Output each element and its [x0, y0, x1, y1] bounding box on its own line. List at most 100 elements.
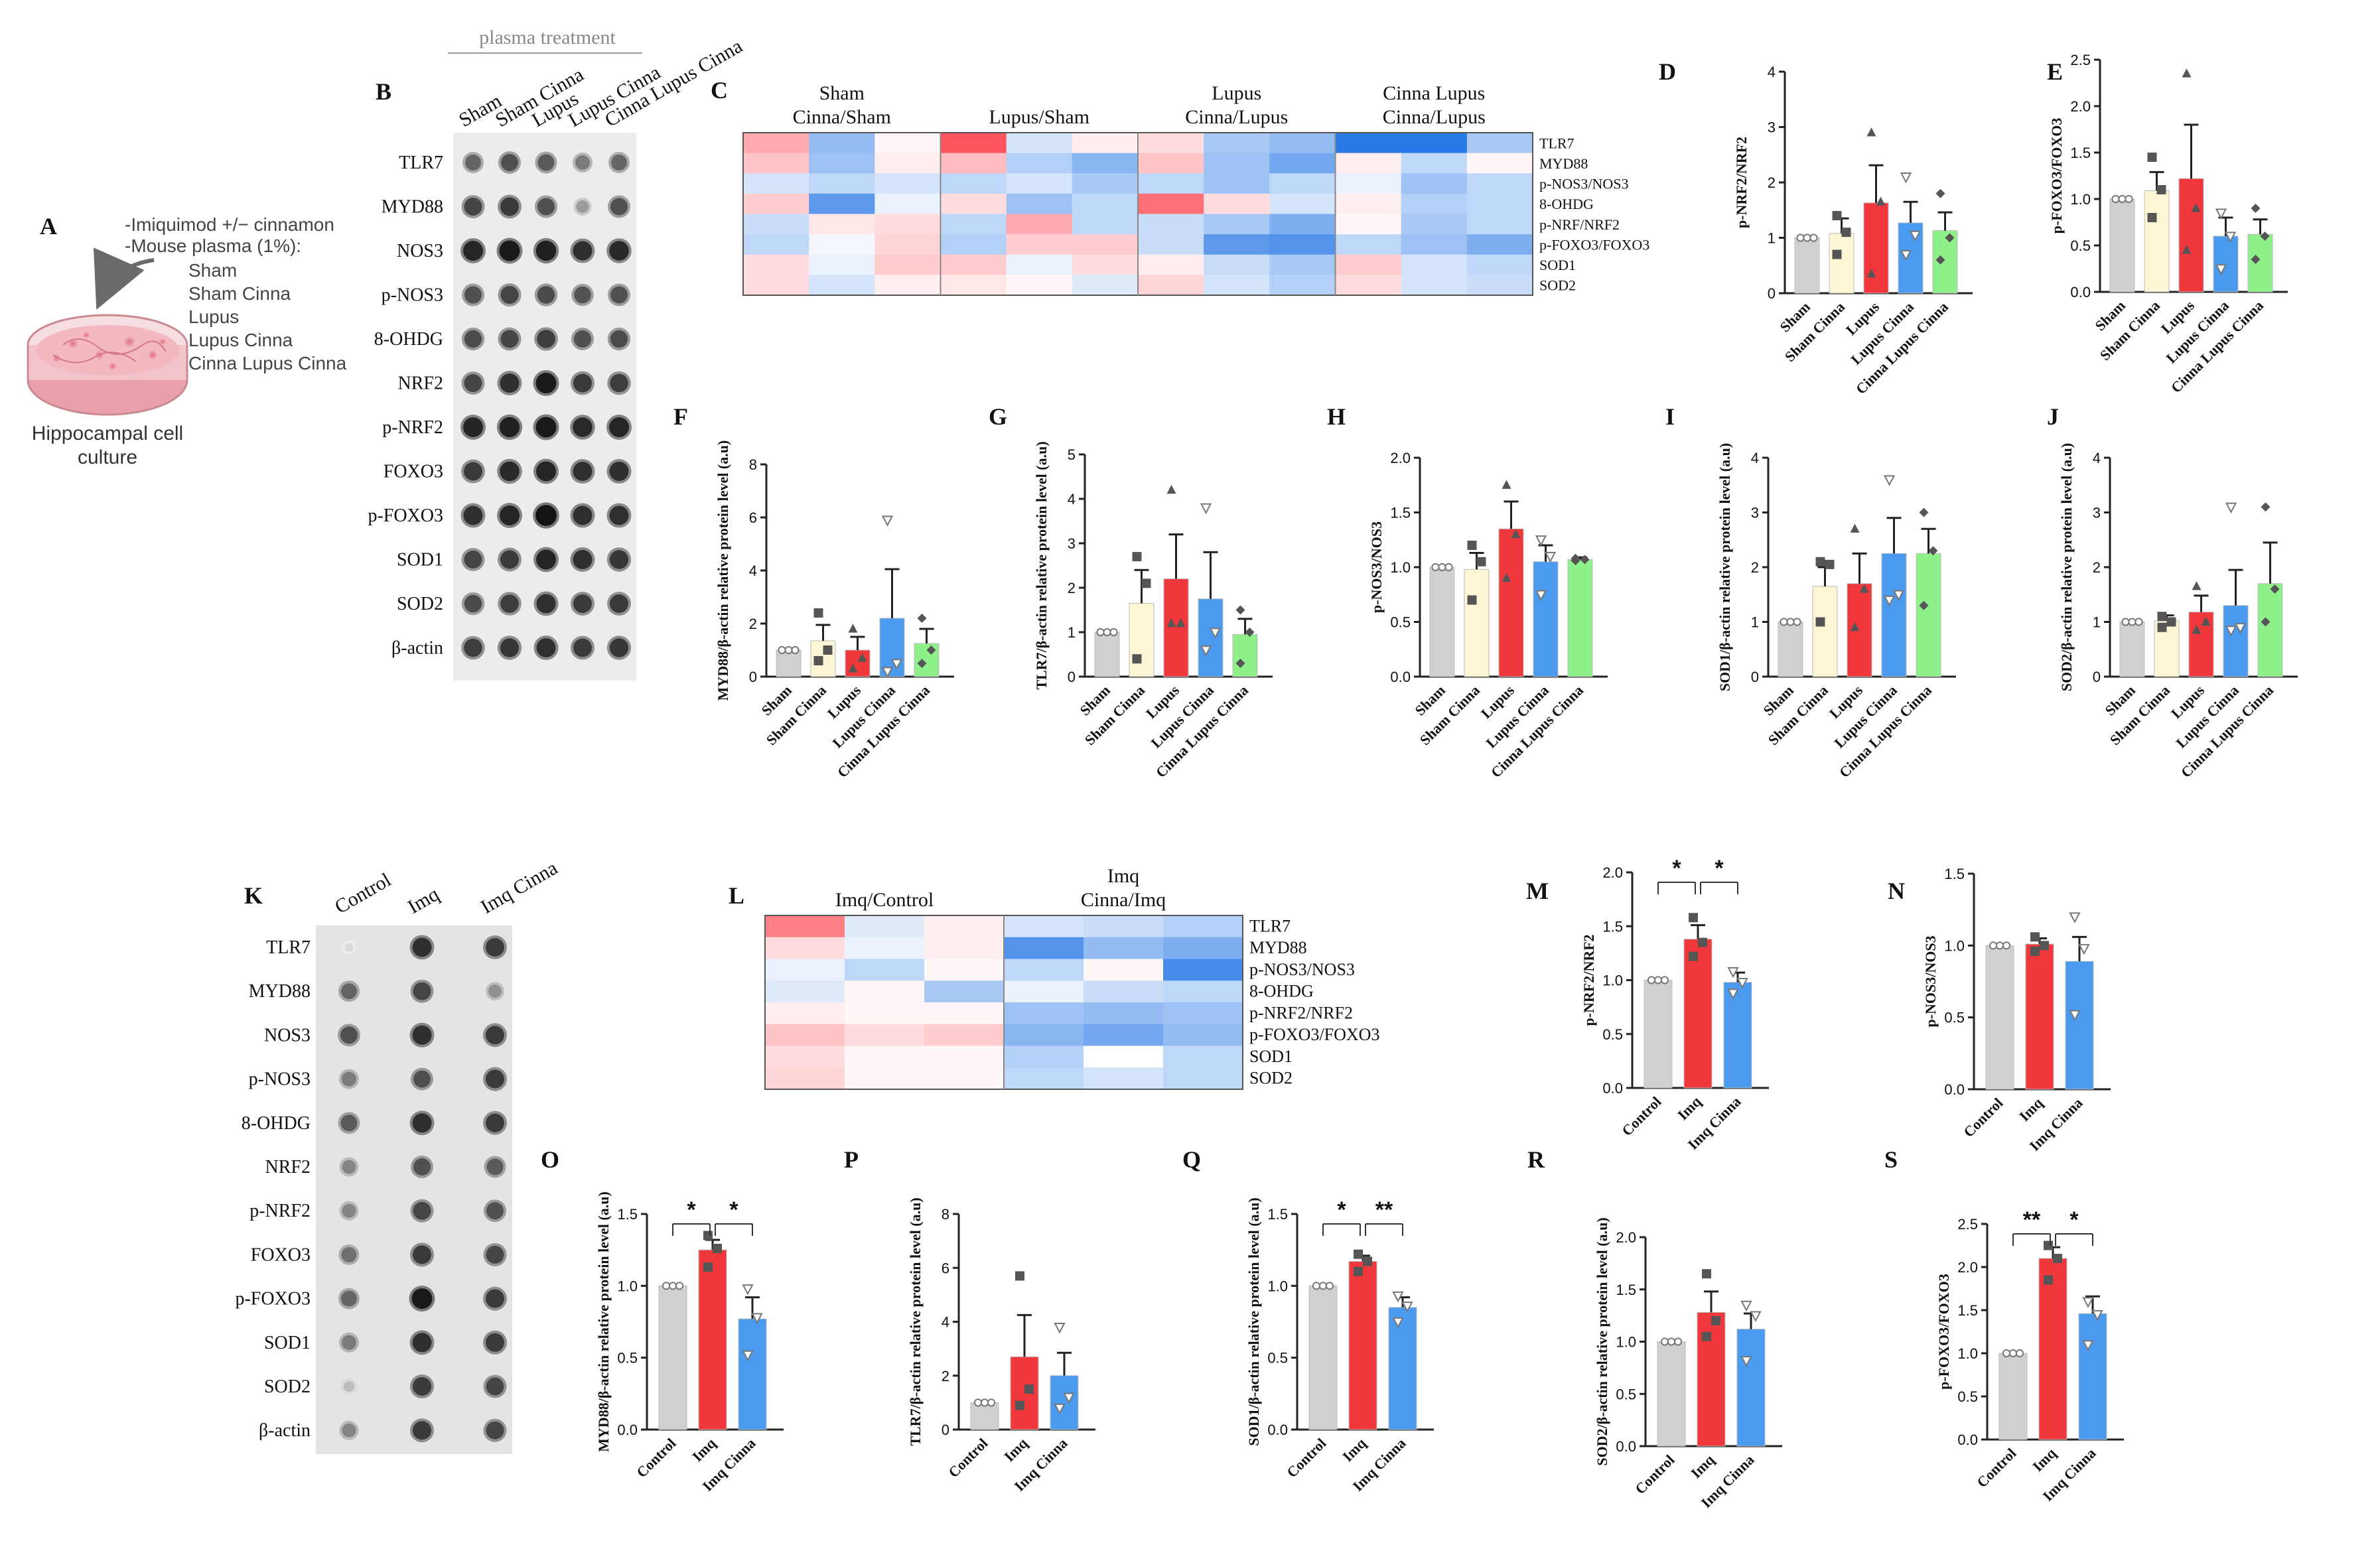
- group-cinna-lupus-cinna: Cinna Lupus Cinna: [188, 353, 347, 373]
- blot-dot: [464, 286, 482, 304]
- data-point: [1653, 976, 1663, 984]
- heatmap-cell: [1335, 254, 1402, 275]
- data-point: [823, 645, 833, 655]
- blot-dot: [464, 374, 482, 392]
- bar-lupus-cinna: [2213, 235, 2239, 293]
- heatmap-cell: [1335, 133, 1402, 154]
- blot-row-label: MYD88: [249, 981, 311, 1002]
- heatmap-cell: [1006, 234, 1073, 255]
- arrow-icon: [94, 247, 155, 310]
- data-point: [1647, 976, 1656, 984]
- heatmap-cell: [1006, 214, 1073, 235]
- data-point: [881, 667, 894, 678]
- data-point: [662, 1282, 671, 1290]
- heatmap-cell: [845, 980, 925, 1003]
- heatmap-group-label: Lupus: [1212, 82, 1261, 104]
- bar-sham: [2119, 622, 2145, 677]
- bar-cinna-lupus-cinna: [1916, 553, 1941, 677]
- chart-i: I 0 1 2 3 4 SOD1/β-actin relative protein leve…: [1665, 403, 1956, 781]
- bar-control: [1657, 1341, 1686, 1447]
- panel-letter-p: P: [844, 1146, 859, 1173]
- heatmap-cell: [1163, 1067, 1243, 1090]
- data-point: [2044, 1241, 2053, 1250]
- blot-dot: [610, 286, 628, 304]
- blot-dot: [536, 461, 556, 482]
- heatmap-cell: [875, 153, 941, 174]
- heatmap-cell: [1269, 254, 1336, 275]
- data-point: [778, 645, 786, 655]
- data-point: [1054, 1403, 1066, 1415]
- bar-imq-cinna: [2065, 961, 2094, 1090]
- heatmap-row-label: 8-OHDG: [1249, 982, 1314, 1001]
- panel-letter-i: I: [1665, 403, 1675, 430]
- data-point: [980, 1398, 989, 1407]
- data-point: [2224, 232, 2237, 243]
- panel-letter-a: A: [40, 213, 57, 239]
- bar-sham-cinna: [1812, 586, 1838, 677]
- heatmap-cell: [924, 980, 1005, 1003]
- heatmap-cell: [1084, 959, 1164, 981]
- heatmap-cell: [1401, 275, 1468, 296]
- blot-dot: [464, 551, 482, 569]
- data-point: [1580, 555, 1590, 565]
- data-point: [1883, 595, 1896, 607]
- data-point: [890, 659, 903, 670]
- blot-row-label: NRF2: [265, 1157, 311, 1177]
- data-point: [2225, 626, 2237, 637]
- heatmap-cell: [765, 937, 845, 959]
- y-axis-label: SOD2/β-actin relative protein level (a.u…: [1594, 1217, 1610, 1465]
- data-point: [2044, 1275, 2053, 1285]
- blot-row-label: p-NOS3: [382, 285, 443, 306]
- y-tick-label: 1.5: [1602, 918, 1623, 935]
- bar-cinna-lupus-cinna: [914, 643, 940, 677]
- blot-dot: [341, 1290, 357, 1307]
- blot-dot: [573, 594, 592, 613]
- blot-dot: [500, 373, 520, 393]
- heatmap-cell: [1269, 275, 1336, 296]
- bar-lupus-cinna: [1881, 553, 1907, 677]
- data-point: [1740, 1300, 1752, 1312]
- data-point: [1809, 234, 1818, 242]
- heatmap-cell: [1072, 153, 1139, 174]
- data-point: [2002, 941, 2011, 950]
- heatmap-cell: [924, 1024, 1005, 1046]
- data-point: [1786, 618, 1795, 626]
- heatmap-cell: [765, 915, 845, 938]
- bar-sham: [1094, 632, 1120, 677]
- heatmap-cell: [1004, 959, 1084, 981]
- data-point: [2191, 203, 2201, 212]
- bar-imq: [698, 1249, 727, 1430]
- heatmap-cell: [1084, 1002, 1164, 1025]
- blot-dot: [413, 1245, 431, 1264]
- heatmap-cell: [1163, 1002, 1243, 1025]
- significance-label: *: [2069, 1207, 2079, 1233]
- heatmap-cell: [809, 173, 875, 194]
- heatmap-cell: [1466, 133, 1533, 154]
- heatmap-cell: [1204, 153, 1270, 174]
- data-point: [2078, 944, 2090, 955]
- group-sham-cinna: Sham Cinna: [188, 283, 291, 304]
- heatmap-cell: [1084, 915, 1164, 938]
- plasma-treatment-header: plasma treatment: [479, 27, 616, 48]
- data-point: [2261, 502, 2271, 512]
- blot-dot: [412, 1025, 432, 1045]
- blot-dot: [342, 1335, 356, 1350]
- bar-sham-cinna: [2144, 190, 2170, 293]
- data-point: [742, 1350, 754, 1362]
- data-point: [1467, 541, 1477, 550]
- data-point: [1200, 503, 1212, 515]
- heatmap-cell: [1204, 275, 1270, 296]
- blot-dot: [500, 594, 519, 613]
- blot-row-label: SOD2: [397, 594, 443, 614]
- blot-dot: [499, 417, 520, 438]
- panel-letter-f: F: [673, 403, 688, 430]
- data-point: [2040, 941, 2049, 951]
- blot-dot: [342, 1071, 356, 1087]
- data-point: [1689, 913, 1698, 923]
- blot-dot: [412, 937, 432, 957]
- y-tick-label: 0.5: [1267, 1350, 1288, 1367]
- significance-label: **: [1375, 1197, 1393, 1223]
- heatmap-cell: [845, 915, 925, 938]
- data-point: [2156, 185, 2166, 194]
